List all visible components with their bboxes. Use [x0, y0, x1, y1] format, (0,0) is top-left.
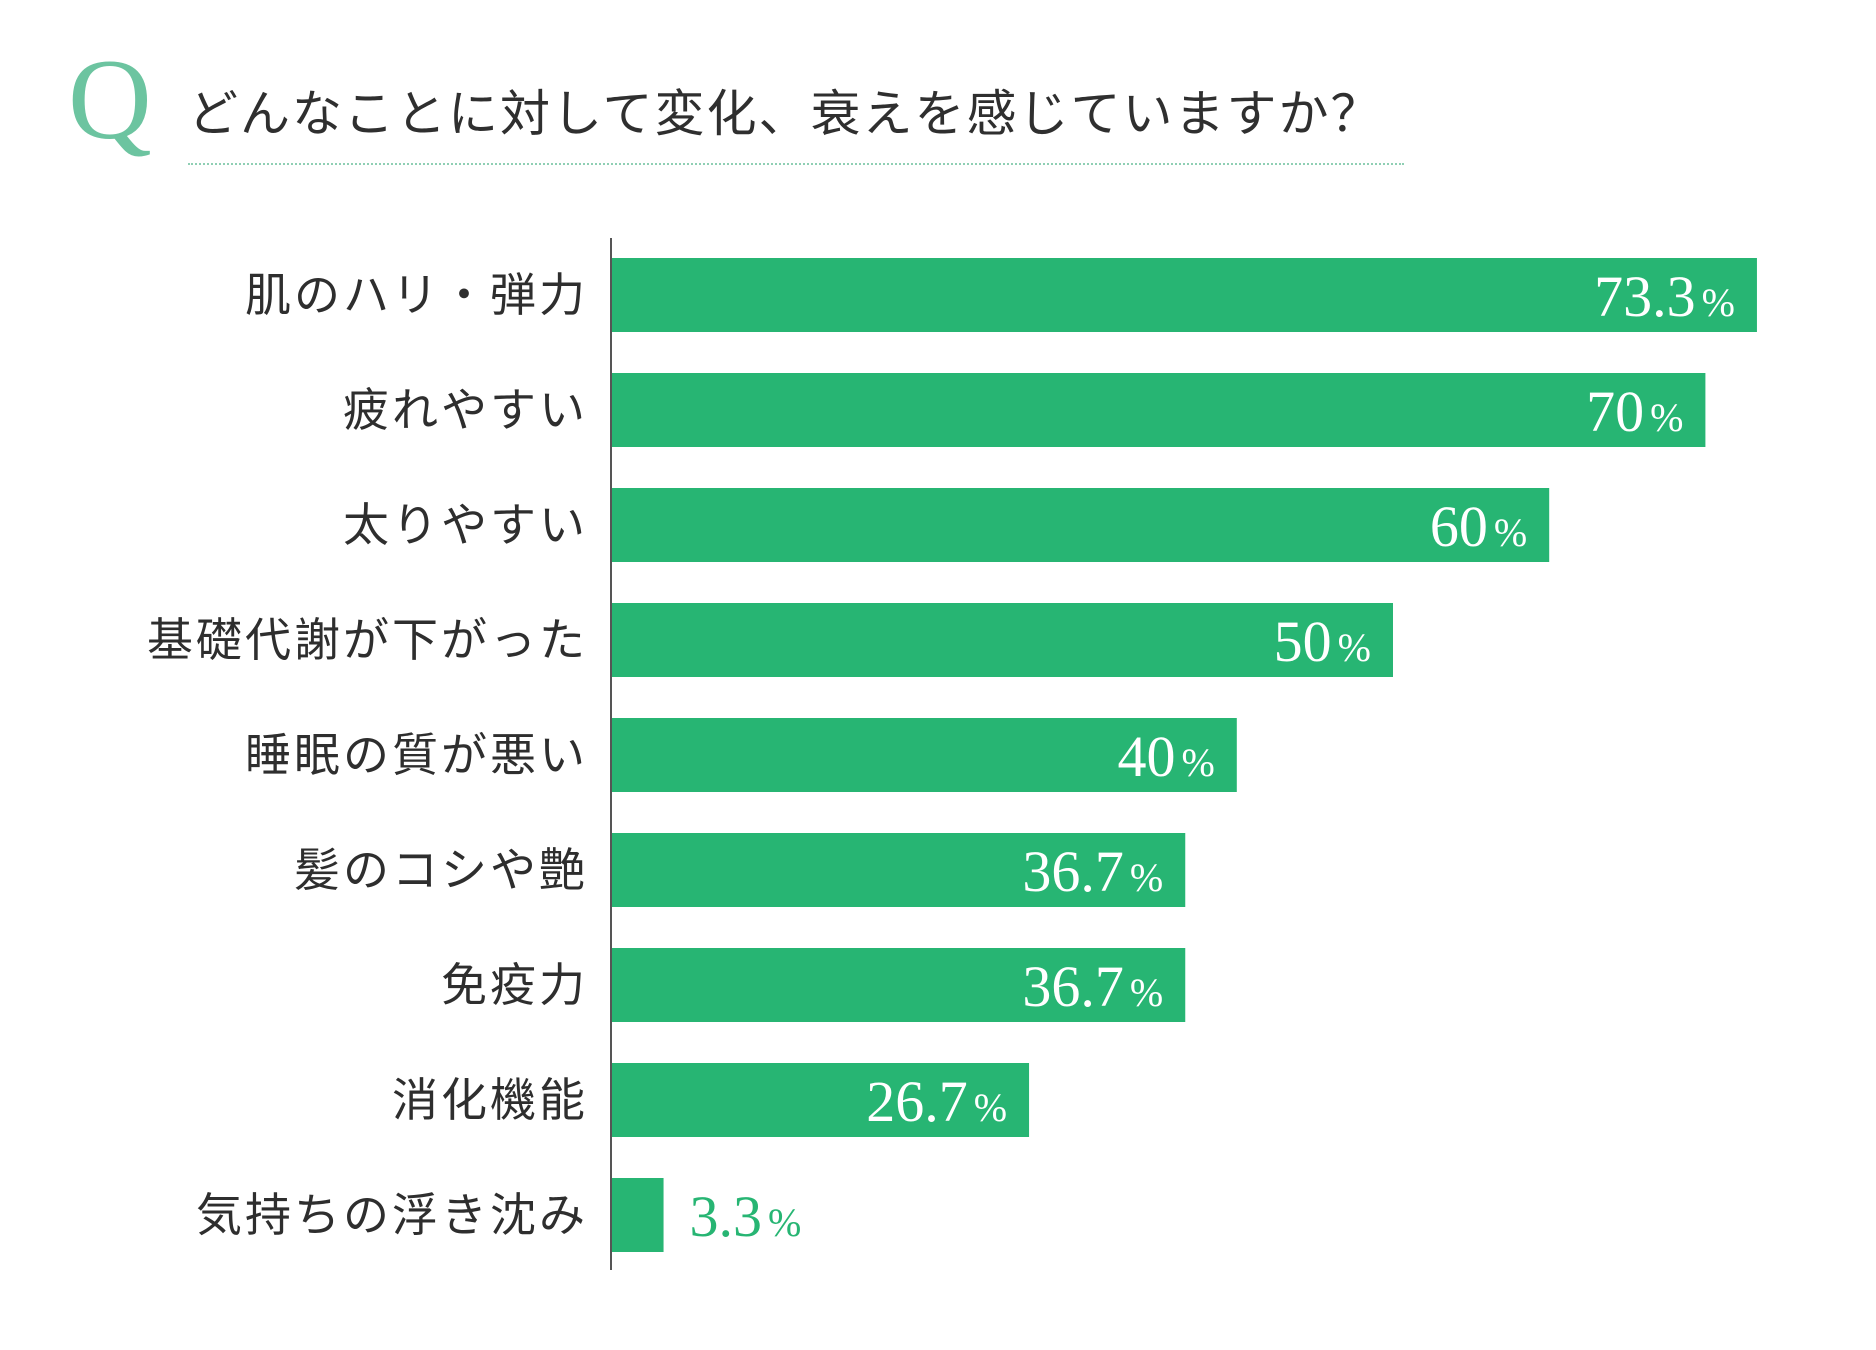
value-number: 50	[1274, 609, 1332, 674]
value-number: 70	[1586, 379, 1644, 444]
value-unit: %	[1650, 395, 1683, 440]
bar	[612, 948, 1186, 1022]
category-label: 気持ちの浮き沈み	[196, 1188, 588, 1242]
value-unit: %	[1702, 280, 1735, 325]
bar	[612, 1178, 664, 1252]
value-label: 73.3%	[1594, 264, 1735, 329]
value-number: 36.7	[1022, 954, 1124, 1019]
bar	[612, 258, 1757, 332]
value-unit: %	[1338, 625, 1371, 670]
value-label: 36.7%	[1022, 954, 1163, 1019]
value-unit: %	[1130, 970, 1163, 1015]
value-number: 40	[1117, 724, 1175, 789]
category-label: 肌のハリ・弾力	[245, 268, 588, 322]
value-label: 60%	[1430, 494, 1527, 559]
bar	[612, 488, 1550, 562]
value-label: 50%	[1274, 609, 1371, 674]
page-title: どんなことに対して変化、衰えを感じていますか？	[188, 85, 1383, 143]
bar	[612, 603, 1393, 677]
value-unit: %	[1494, 510, 1527, 555]
category-label: 髪のコシや艶	[294, 843, 588, 897]
title-underline	[188, 163, 1404, 165]
value-unit: %	[768, 1200, 801, 1245]
category-label: 疲れやすい	[343, 383, 588, 437]
value-number: 3.3	[690, 1184, 763, 1249]
value-label: 40%	[1117, 724, 1214, 789]
value-label: 36.7%	[1022, 839, 1163, 904]
bar	[612, 373, 1706, 447]
value-number: 26.7	[866, 1069, 968, 1134]
value-number: 73.3	[1594, 264, 1696, 329]
value-number: 36.7	[1022, 839, 1124, 904]
bar	[612, 1063, 1030, 1137]
category-label: 基礎代謝が下がった	[147, 613, 588, 667]
category-labels-layer: 肌のハリ・弾力 73.3 % 疲れやすい 70 % 太りやすい 60 % 基礎代謝が下がった 50%…	[147, 264, 1735, 1249]
value-unit: %	[974, 1085, 1007, 1130]
bars-layer	[612, 258, 1757, 1252]
q-mark: Q	[68, 36, 152, 164]
category-label: 睡眠の質が悪い	[245, 728, 588, 782]
value-label: 70%	[1586, 379, 1683, 444]
bar	[612, 833, 1186, 907]
bar	[612, 718, 1237, 792]
category-label: 免疫力	[441, 958, 588, 1012]
value-number: 60	[1430, 494, 1488, 559]
value-unit: %	[1181, 740, 1214, 785]
value-label: 3.3%	[690, 1184, 802, 1249]
value-unit: %	[1130, 855, 1163, 900]
value-label: 26.7%	[866, 1069, 1007, 1134]
category-label: 太りやすい	[343, 498, 588, 552]
category-label: 消化機能	[392, 1073, 588, 1127]
